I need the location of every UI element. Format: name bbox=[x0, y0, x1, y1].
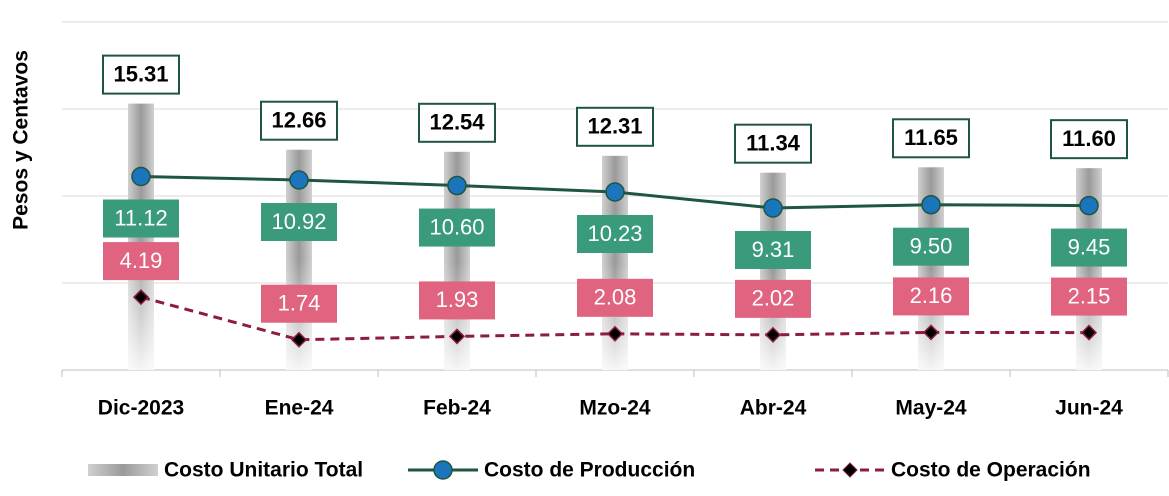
value-label-box bbox=[1051, 228, 1127, 267]
marker bbox=[448, 328, 466, 345]
x-tick-label: Abr-24 bbox=[740, 397, 807, 420]
marker bbox=[289, 170, 309, 190]
value-label: 1.93 bbox=[436, 287, 479, 312]
value-label-box bbox=[577, 214, 653, 253]
value-label-box bbox=[577, 278, 653, 317]
value-label-box bbox=[576, 106, 654, 147]
marker bbox=[1079, 195, 1099, 216]
value-label: 11.12 bbox=[114, 205, 167, 230]
value-label-box bbox=[892, 118, 970, 159]
marker bbox=[447, 175, 467, 196]
value-label-box bbox=[260, 100, 338, 141]
value-label-box bbox=[735, 279, 811, 318]
value-label-box bbox=[419, 208, 495, 247]
legend-marker bbox=[842, 462, 858, 478]
value-label: 11.60 bbox=[1062, 126, 1116, 151]
marker bbox=[1080, 324, 1098, 341]
value-label: 2.15 bbox=[1068, 283, 1111, 308]
value-label: 12.31 bbox=[587, 114, 642, 139]
legend-swatch bbox=[88, 464, 158, 476]
value-label-box bbox=[734, 123, 812, 164]
value-label: 10.92 bbox=[271, 209, 326, 234]
value-label: 12.66 bbox=[271, 108, 326, 133]
value-label-box bbox=[893, 277, 969, 316]
x-tick-label: Dic-2023 bbox=[98, 397, 184, 420]
marker bbox=[131, 166, 151, 187]
value-label: 1.74 bbox=[278, 291, 321, 316]
value-label-box bbox=[419, 281, 495, 320]
marker bbox=[764, 326, 782, 343]
x-tick-label: Ene-24 bbox=[265, 397, 334, 420]
value-label: 10.23 bbox=[587, 221, 642, 246]
value-label-box bbox=[103, 199, 179, 238]
marker bbox=[922, 324, 940, 341]
value-label-box bbox=[1051, 277, 1127, 316]
value-label: 11.65 bbox=[904, 125, 958, 150]
marker bbox=[290, 331, 308, 348]
value-label: 9.45 bbox=[1068, 234, 1111, 259]
x-tick-label: Jun-24 bbox=[1055, 397, 1123, 420]
value-label: 4.19 bbox=[120, 248, 163, 273]
value-label: 15.31 bbox=[113, 61, 168, 86]
value-label-box bbox=[103, 242, 179, 281]
value-label: 12.54 bbox=[429, 110, 485, 135]
value-label-box bbox=[102, 54, 180, 95]
legend-label: Costo Unitario Total bbox=[164, 459, 363, 482]
legend-marker bbox=[433, 460, 453, 480]
x-tick-label: Mzo-24 bbox=[579, 397, 650, 420]
value-label: 2.08 bbox=[594, 285, 637, 310]
value-label: 9.31 bbox=[752, 237, 795, 262]
value-label-box bbox=[261, 202, 337, 241]
legend-label: Costo de Producción bbox=[484, 459, 695, 482]
marker bbox=[606, 325, 624, 342]
value-label-box bbox=[735, 231, 811, 270]
marker bbox=[605, 182, 625, 202]
legend-label: Costo de Operación bbox=[891, 459, 1091, 482]
x-tick-label: Feb-24 bbox=[423, 397, 491, 420]
value-label-box bbox=[893, 227, 969, 266]
value-label: 2.02 bbox=[752, 286, 795, 311]
marker bbox=[921, 194, 941, 215]
marker bbox=[132, 289, 150, 306]
value-label: 9.50 bbox=[910, 234, 953, 259]
marker bbox=[763, 198, 783, 218]
value-label: 2.16 bbox=[910, 283, 953, 308]
y-axis-label: Pesos y Centavos bbox=[10, 50, 33, 230]
value-label: 11.34 bbox=[746, 130, 801, 155]
value-label-box bbox=[418, 102, 496, 143]
value-label: 10.60 bbox=[429, 214, 484, 239]
value-label-box bbox=[261, 284, 337, 323]
x-tick-label: May-24 bbox=[895, 397, 967, 420]
value-label-box bbox=[1050, 119, 1128, 160]
